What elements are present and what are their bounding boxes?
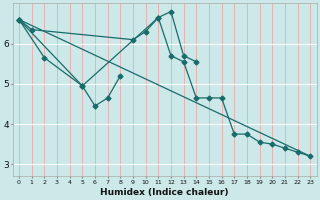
X-axis label: Humidex (Indice chaleur): Humidex (Indice chaleur) <box>100 188 229 197</box>
